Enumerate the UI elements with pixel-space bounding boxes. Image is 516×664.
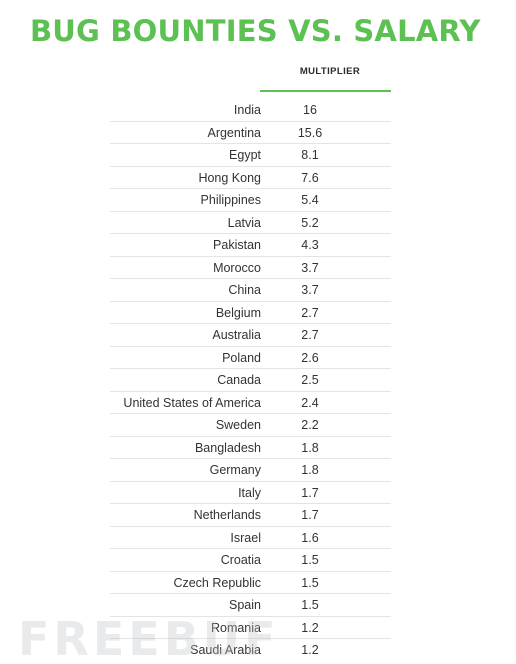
country-label: Philippines: [200, 193, 261, 207]
table-row: Italy 1.7: [110, 482, 391, 504]
country-label: Hong Kong: [198, 170, 261, 185]
multiplier-column-header: MULTIPLIER: [299, 66, 361, 77]
multiplier-value: 7.6: [301, 170, 319, 185]
table-row: Netherlands 1.7: [110, 504, 391, 527]
table-row: Pakistan 4.3: [110, 234, 391, 257]
table-row: United States of America 2.4: [110, 392, 391, 414]
country-label: Czech Republic: [173, 575, 261, 590]
multiplier-value: 1.2: [301, 620, 319, 635]
table-row: Israel 1.6: [110, 527, 391, 549]
multiplier-value: 5.4: [301, 193, 319, 207]
country-label: Bangladesh: [194, 440, 261, 455]
country-label: Pakistan: [213, 238, 261, 252]
multiplier-value: 3.7: [301, 283, 319, 297]
table-row: Hong Kong 7.6: [110, 167, 391, 189]
country-label: Spain: [229, 598, 261, 612]
multiplier-value: 2.5: [301, 373, 319, 387]
table-row: India 16: [110, 99, 391, 122]
multiplier-value: 1.8: [301, 463, 319, 477]
multiplier-value: 1.7: [301, 508, 319, 522]
table-row: Latvia 5.2: [110, 212, 391, 234]
table-row: Poland 2.6: [110, 347, 391, 369]
multiplier-value: 1.5: [301, 553, 319, 567]
country-label: China: [228, 283, 261, 297]
multiplier-value: 16: [303, 103, 317, 117]
country-label: Germany: [209, 463, 261, 477]
table-row: Saudi Arabia 1.2: [110, 639, 391, 662]
country-label: Argentina: [207, 125, 261, 140]
multiplier-value: 2.7: [301, 328, 319, 342]
table-row: Romania 1.2: [110, 617, 391, 639]
country-label: Romania: [210, 620, 261, 635]
multiplier-value: 8.1: [301, 148, 319, 162]
multiplier-value: 1.2: [301, 643, 319, 657]
table-row: Egypt 8.1: [110, 144, 391, 167]
multiplier-value: 2.2: [301, 418, 319, 432]
table-row: Bangladesh 1.8: [110, 437, 391, 459]
multiplier-value: 1.5: [301, 598, 319, 612]
country-label: India: [233, 103, 261, 117]
country-label: Saudi Arabia: [190, 643, 261, 657]
country-label: Italy: [238, 485, 261, 500]
country-label: Netherlands: [193, 508, 261, 522]
table-row: Sweden 2.2: [110, 414, 391, 437]
table-row: Australia 2.7: [110, 324, 391, 347]
table-row: Croatia 1.5: [110, 549, 391, 572]
table-row: Germany 1.8: [110, 459, 391, 482]
country-label: Egypt: [229, 148, 261, 162]
multiplier-value: 2.7: [301, 305, 319, 320]
country-label: Morocco: [213, 260, 261, 275]
table-row: Czech Republic 1.5: [110, 572, 391, 594]
chart-title: BUG BOUNTIES VS. SALARY: [30, 14, 481, 48]
country-label: Poland: [222, 350, 261, 365]
multiplier-value: 2.6: [301, 350, 319, 365]
table-row: Morocco 3.7: [110, 257, 391, 279]
country-label: Sweden: [215, 418, 261, 432]
country-label: Israel: [230, 530, 261, 545]
multiplier-value: 5.2: [301, 215, 319, 230]
multiplier-value: 1.7: [301, 485, 319, 500]
country-label: United States of America: [123, 395, 261, 410]
multiplier-value: 1.8: [301, 440, 319, 455]
multiplier-table: India 16 Argentina 15.6 Egypt 8.1 Hong Kong 7.6…: [110, 99, 391, 662]
table-row: Belgium 2.7: [110, 302, 391, 324]
table-row: China 3.7: [110, 279, 391, 302]
multiplier-value: 4.3: [301, 238, 319, 252]
table-row: Spain 1.5: [110, 594, 391, 617]
multiplier-value: 3.7: [301, 260, 319, 275]
table-row: Philippines 5.4: [110, 189, 391, 212]
country-label: Latvia: [227, 215, 261, 230]
country-label: Australia: [212, 328, 261, 342]
table-row: Argentina 15.6: [110, 122, 391, 144]
country-label: Belgium: [215, 305, 261, 320]
multiplier-value: 1.6: [301, 530, 319, 545]
multiplier-value: 1.5: [301, 575, 319, 590]
country-label: Canada: [217, 373, 261, 387]
multiplier-value: 15.6: [297, 125, 323, 140]
multiplier-value: 2.4: [301, 395, 319, 410]
header-rule: [260, 90, 391, 92]
table-row: Canada 2.5: [110, 369, 391, 392]
country-label: Croatia: [220, 553, 261, 567]
